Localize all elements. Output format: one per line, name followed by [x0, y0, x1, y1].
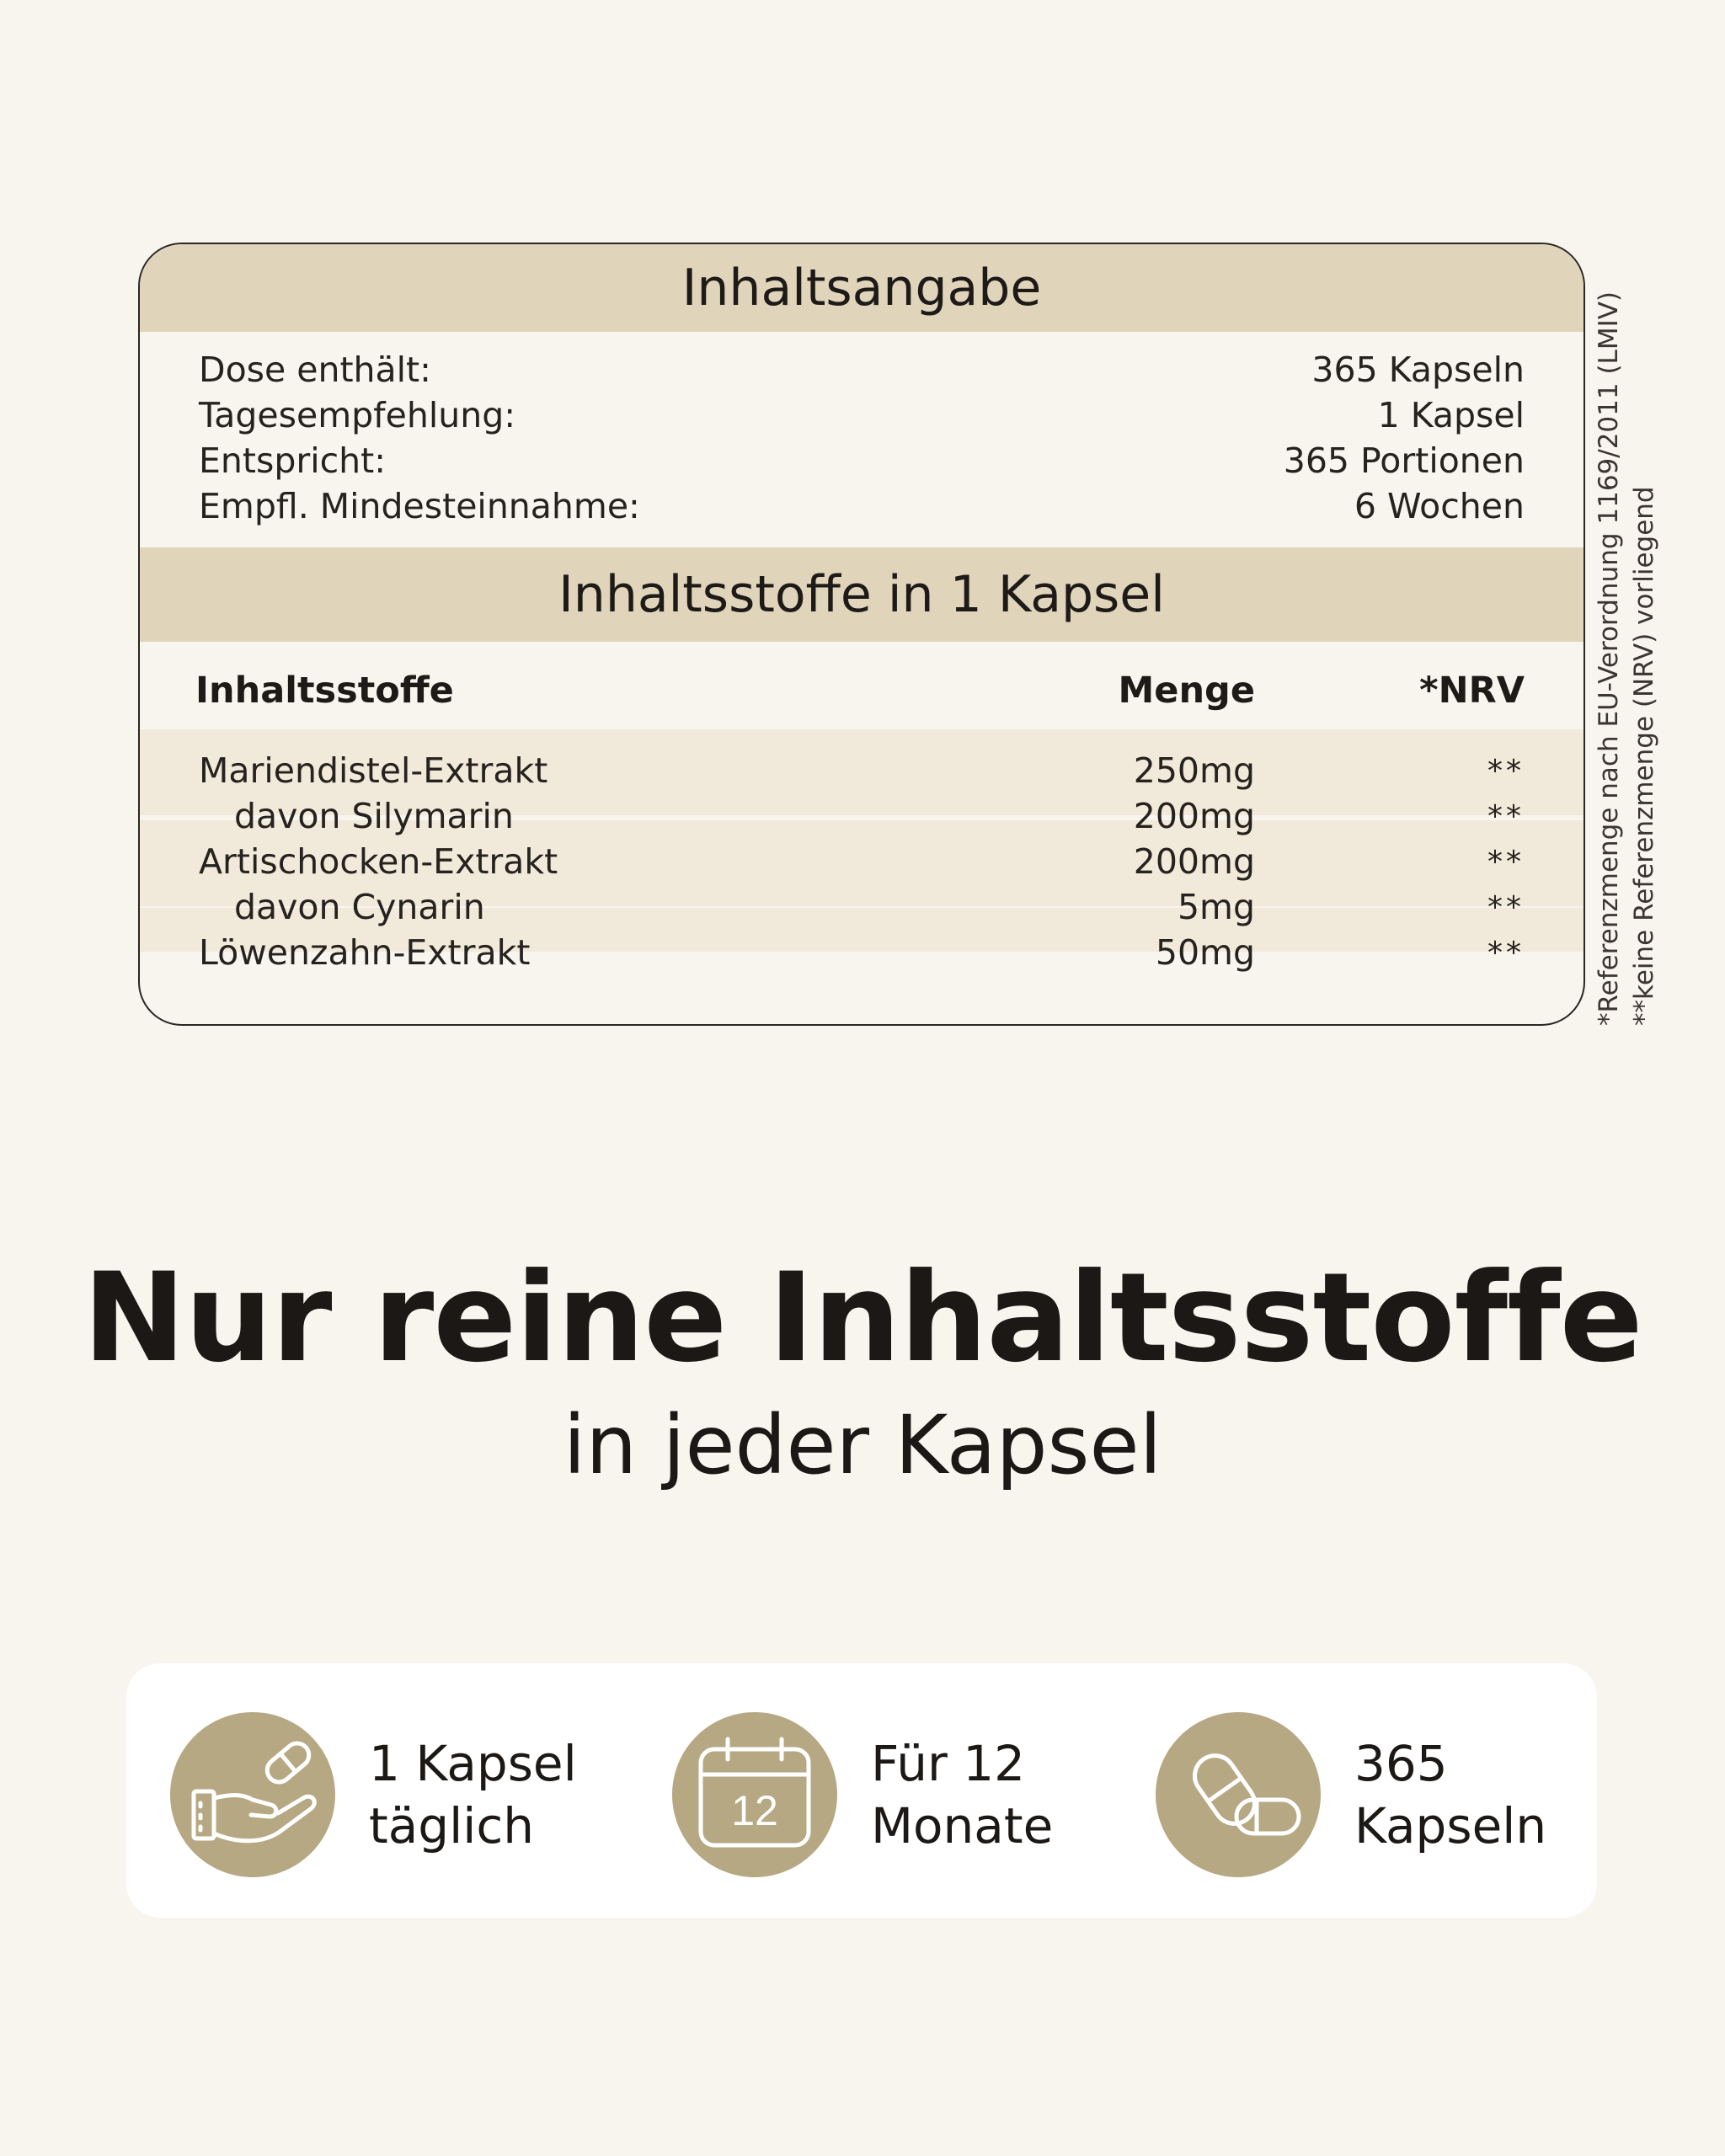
- ingredient-name: Mariendistel-Extrakt: [199, 750, 548, 791]
- feature-count: 365 Kapseln: [1156, 1712, 1546, 1877]
- feature-line: 365: [1354, 1735, 1448, 1792]
- ingredients-title: Inhaltsstoffe in 1 Kapsel: [140, 547, 1583, 642]
- calendar-icon: 12: [672, 1712, 837, 1877]
- label-title: Inhaltsangabe: [140, 244, 1583, 332]
- features-box: 1 Kapsel täglich 12 Für 12 Monate: [126, 1663, 1597, 1918]
- ingredient-qty: 50mg: [1155, 932, 1255, 973]
- feature-daily: 1 Kapsel täglich: [170, 1712, 577, 1877]
- ingredients-table-header: Inhaltsstoffe Menge *NRV: [195, 660, 1525, 721]
- footnote-nrv: *Referenzmenge nach EU-Verordnung 1169/2…: [1594, 291, 1624, 1026]
- ingredient-qty: 200mg: [1133, 796, 1255, 836]
- summary-value: 365 Portionen: [1283, 440, 1525, 481]
- table-row: davon Silymarin 200mg **: [199, 793, 1525, 839]
- ingredient-nrv: **: [1487, 889, 1525, 925]
- ingredient-nrv: **: [1487, 798, 1525, 834]
- summary-row: Tagesempfehlung: 1 Kapsel: [199, 392, 1525, 438]
- feature-line: Monate: [871, 1797, 1054, 1854]
- subline: in jeder Kapsel: [563, 1398, 1162, 1492]
- ingredient-qty: 200mg: [1133, 841, 1255, 882]
- table-row: Mariendistel-Extrakt 250mg **: [199, 748, 1525, 793]
- feature-duration: 12 Für 12 Monate: [672, 1712, 1053, 1877]
- summary-list: Dose enthält: 365 Kapseln Tagesempfehlun…: [199, 347, 1525, 529]
- summary-label: Tagesempfehlung:: [199, 395, 516, 435]
- row-group-tint: [140, 908, 1583, 952]
- summary-value: 6 Wochen: [1354, 486, 1525, 526]
- calendar-number: 12: [731, 1787, 778, 1834]
- feature-text: Für 12 Monate: [871, 1732, 1053, 1857]
- feature-text: 1 Kapsel täglich: [369, 1732, 577, 1857]
- summary-label: Entspricht:: [199, 440, 387, 481]
- table-row: Löwenzahn-Extrakt 50mg **: [199, 930, 1525, 975]
- headline: Nur reine Inhaltsstoffe: [83, 1246, 1642, 1390]
- summary-row: Dose enthält: 365 Kapseln: [199, 347, 1525, 392]
- ingredient-nrv: **: [1487, 753, 1525, 788]
- feature-text: 365 Kapseln: [1354, 1732, 1546, 1857]
- row-group-tint: [140, 729, 1583, 815]
- summary-label: Empfl. Mindesteinnahme:: [199, 486, 640, 526]
- ingredient-nrv: **: [1487, 844, 1525, 879]
- summary-label: Dose enthält:: [199, 350, 431, 390]
- feature-line: Für 12: [871, 1735, 1026, 1792]
- footnote-no-nrv: **keine Referenzmenge (NRV) vorliegend: [1629, 486, 1659, 1026]
- summary-value: 365 Kapseln: [1311, 350, 1525, 390]
- ingredient-name: davon Cynarin: [234, 887, 485, 927]
- capsules-icon: [1156, 1712, 1321, 1877]
- ingredient-qty: 250mg: [1133, 750, 1255, 791]
- header-nrv: *NRV: [1419, 670, 1525, 712]
- feature-line: 1 Kapsel: [369, 1735, 577, 1792]
- header-qty: Menge: [1118, 670, 1255, 712]
- ingredient-qty: 5mg: [1177, 887, 1255, 927]
- feature-line: Kapseln: [1354, 1797, 1547, 1854]
- nutrition-label-card: Inhaltsangabe Dose enthält: 365 Kapseln …: [138, 243, 1585, 1026]
- ingredient-nrv: **: [1487, 935, 1525, 970]
- header-name: Inhaltsstoffe: [195, 670, 454, 712]
- row-group-tint: [140, 820, 1583, 906]
- summary-value: 1 Kapsel: [1377, 395, 1525, 435]
- ingredient-name: davon Silymarin: [234, 796, 514, 836]
- table-row: Artischocken-Extrakt 200mg **: [199, 839, 1525, 884]
- feature-line: täglich: [369, 1797, 534, 1854]
- summary-row: Entspricht: 365 Portionen: [199, 438, 1525, 483]
- summary-row: Empfl. Mindesteinnahme: 6 Wochen: [199, 483, 1525, 529]
- hand-capsule-icon: [170, 1712, 335, 1877]
- table-row: davon Cynarin 5mg **: [199, 884, 1525, 930]
- ingredient-name: Löwenzahn-Extrakt: [199, 932, 531, 973]
- ingredient-name: Artischocken-Extrakt: [199, 841, 558, 882]
